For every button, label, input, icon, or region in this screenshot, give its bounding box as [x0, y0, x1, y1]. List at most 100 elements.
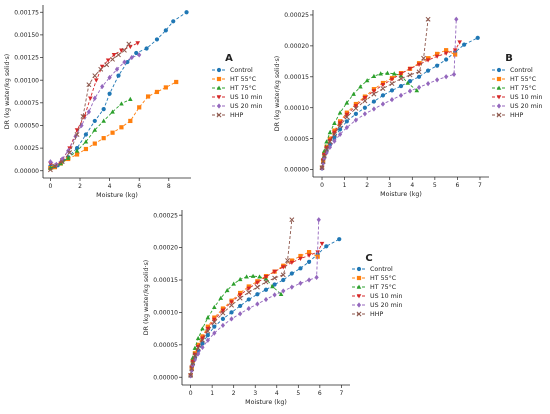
panel-c-point-us-20-min	[289, 284, 294, 290]
panel-a-point-ht-55c	[145, 94, 151, 99]
panel-c-line-hhp	[190, 219, 293, 376]
panel-b-legend-label: US 10 min	[510, 94, 543, 101]
panel-a-point-ht-75c	[110, 109, 115, 114]
panel-b-point-ht-75c	[351, 91, 356, 96]
panel-b-point-us-20-min	[416, 84, 422, 90]
panel-c-point-ht-55c	[289, 258, 294, 263]
panel-a-y-tick-label: 0.00000	[14, 168, 39, 175]
panel-c-point-us-20-min	[272, 292, 277, 298]
panel-b-legend-label: HT 75°C	[510, 84, 537, 92]
panel-b-legend-swatch-marker	[496, 112, 502, 118]
panel-b-point-ht-55c	[332, 128, 337, 133]
panel-a-point-ht-75c	[92, 127, 98, 132]
panel-b-point-us-10-min	[371, 89, 377, 94]
panel-b-point-ht-75c	[414, 87, 420, 93]
panel-c-x-tick-label: 2	[232, 390, 236, 397]
panel-c-series-us-10-min	[188, 241, 325, 378]
panel-a-point-us-20-min	[86, 109, 91, 115]
panel-c-point-us-20-min	[238, 311, 243, 317]
panel-b-point-ht-75c	[327, 130, 333, 135]
panel-c-point-ht-75c	[224, 287, 230, 293]
panel-b-point-control	[407, 79, 413, 84]
panel-b-series-hhp	[319, 16, 431, 171]
panel-b-point-control	[389, 88, 395, 93]
panel-b-point-hhp	[331, 131, 337, 137]
panel-c-legend-item-ht-75c: HT 75°C	[352, 283, 397, 291]
panel-a-point-us-10-min	[74, 128, 80, 133]
panel-c-point-hhp	[190, 360, 196, 366]
panel-c-point-us-10-min	[319, 241, 325, 247]
panel-b-point-us-20-min	[425, 80, 431, 87]
panel-c-point-ht-75c	[192, 345, 198, 350]
panel-a-point-ht-55c	[128, 118, 133, 124]
panel-b-x-tick-label: 2	[365, 182, 369, 189]
panel-a-point-control	[83, 132, 89, 137]
panel-b-point-ht-75c	[337, 110, 343, 115]
panel-a-legend-swatch-marker	[216, 67, 222, 73]
panel-a-x-tick-label: 4	[108, 183, 112, 190]
panel-c-y-tick-label: 0.00010	[153, 310, 178, 317]
panel-b-point-us-10-min	[443, 51, 449, 56]
panel-b-point-ht-75c	[378, 71, 384, 76]
panel-c-x-tick-label: 4	[275, 390, 279, 397]
panel-c-point-control	[246, 297, 251, 302]
panel-c-point-ht-55c	[205, 324, 210, 329]
panel-a-line-control	[50, 11, 187, 168]
panel-b-point-hhp	[319, 165, 325, 171]
panel-a-point-ht-55c	[101, 136, 106, 141]
panel-c-point-ht-75c	[218, 295, 224, 300]
panel-a-legend-swatch-marker	[216, 112, 222, 118]
panel-c-point-ht-75c	[244, 274, 249, 279]
panel-a-point-ht-75c	[65, 155, 71, 160]
panel-b-point-control	[444, 57, 449, 62]
panel-c-point-ht-75c	[200, 326, 205, 331]
panel-a-point-hhp	[59, 159, 65, 165]
panel-c-point-us-20-min	[205, 337, 210, 343]
panel-c-point-us-10-min	[205, 326, 211, 332]
panel-b-line-hhp	[321, 19, 429, 168]
panel-b-point-us-20-min	[407, 88, 413, 94]
panel-c-point-hhp	[220, 310, 226, 316]
panel-c-point-control	[324, 244, 329, 249]
panel-a-series-hhp	[47, 41, 132, 173]
panel-c-point-us-20-min	[220, 322, 226, 328]
panel-a-legend-item-us-20-min: US 20 min	[212, 103, 263, 110]
panel-c-point-us-20-min	[281, 288, 286, 294]
panel-b-point-hhp	[389, 81, 395, 87]
panel-c-point-hhp	[200, 337, 205, 343]
panel-a-point-hhp	[47, 167, 53, 173]
panel-b-legend-swatch-marker	[496, 85, 502, 90]
panel-b-point-control	[416, 74, 422, 79]
panel-a-line-ht-55c	[50, 81, 177, 169]
panel-c-legend-swatch-marker	[356, 294, 362, 299]
panel-a-point-control	[92, 118, 97, 124]
panel-b-point-hhp	[324, 146, 329, 152]
panel-b-legend-item-control: Control	[492, 67, 533, 74]
panel-a-point-control	[144, 46, 149, 51]
panel-c-legend-swatch-marker	[356, 284, 362, 289]
panel-a-line-us-20-min	[50, 54, 140, 165]
panel-b-point-us-10-min	[416, 62, 422, 67]
panel-b-y-tick-label: 0.00025	[284, 12, 309, 19]
panel-a-y-tick-label: 0.00075	[14, 100, 39, 107]
panel-c-point-hhp	[192, 353, 198, 359]
panel-b-point-hhp	[416, 69, 422, 75]
panel-b-point-us-10-min	[344, 112, 350, 117]
panel-c-point-us-20-min	[212, 330, 217, 336]
panel-a-point-ht-55c	[74, 152, 80, 157]
panel-b-line-us-10-min	[321, 41, 461, 168]
panel-c-point-us-10-min	[298, 256, 303, 262]
panel-a-y-axis-label: DR (kg water/kg solid·s)	[4, 54, 11, 129]
panel-b-point-us-10-min	[327, 138, 333, 143]
panel-b-point-us-20-min	[371, 106, 377, 112]
panel-b-point-ht-55c	[353, 101, 358, 107]
panel-b-line-ht-55c	[321, 49, 456, 168]
panel-a-point-ht-55c	[174, 79, 179, 85]
panel-c-legend-label: US 20 min	[370, 302, 403, 309]
panel-c-x-tick-label: 3	[253, 390, 257, 397]
panel-a-point-hhp	[110, 56, 116, 62]
panel-b-x-tick-label: 1	[343, 182, 347, 189]
panel-b-point-us-20-min	[435, 77, 440, 83]
panel-c-point-ht-55c	[238, 290, 243, 296]
panel-a-legend-label: US 20 min	[230, 103, 263, 110]
